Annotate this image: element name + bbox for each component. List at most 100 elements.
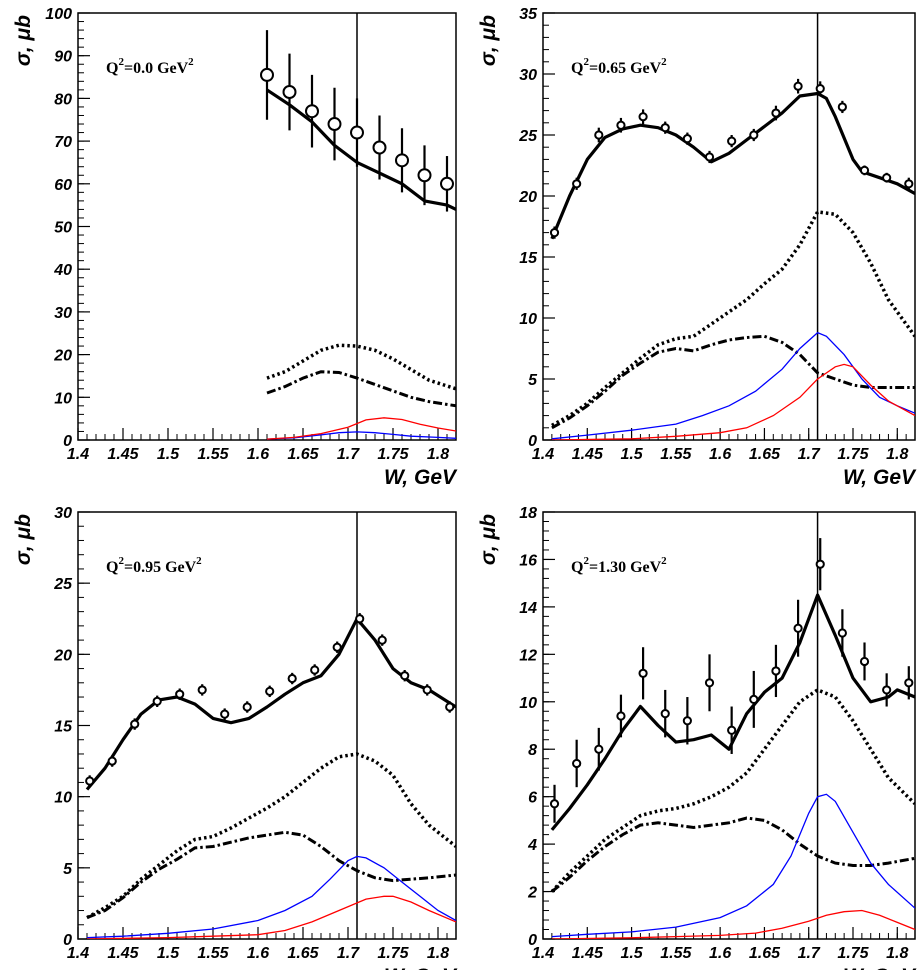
x-tick-label: 1.45 xyxy=(107,446,139,463)
x-tick-label: 1.8 xyxy=(886,446,908,463)
data-point xyxy=(771,108,781,118)
data-point xyxy=(793,623,803,633)
x-tick-label: 1.45 xyxy=(572,945,604,962)
x-tick-label: 1.45 xyxy=(107,945,139,962)
y-tick-label: 100 xyxy=(45,6,72,23)
data-point xyxy=(282,84,297,99)
x-tick-label: 1.4 xyxy=(532,945,554,962)
x-tick-label: 1.55 xyxy=(197,945,229,962)
panel-label-mid: =0.0 GeV xyxy=(124,60,189,77)
data-point xyxy=(815,84,825,94)
y-tick-label: 0 xyxy=(528,433,537,450)
data-point xyxy=(859,165,870,175)
x-tick-label: 1.6 xyxy=(247,446,269,463)
panel-label-sup: 2 xyxy=(583,555,589,567)
panel-bottom-left: 1.4 1.45 1.5 1.55 1.6 1.65 1.7 1.75 1.8 0 5 10 15 20 2… xyxy=(12,505,458,970)
series-dotted-line xyxy=(551,210,915,427)
y-tick-label: 18 xyxy=(519,505,537,522)
series-total-line xyxy=(550,91,915,240)
data-point xyxy=(377,635,387,645)
data-point xyxy=(549,228,560,238)
plot-frame xyxy=(542,511,916,940)
series-total-line xyxy=(266,88,456,211)
panel-top-left: 1.4 1.45 1.5 1.55 1.6 1.65 1.7 1.75 1.8 0 10 20 30 40… xyxy=(12,6,458,489)
x-tick-label: 1.5 xyxy=(620,446,643,463)
data-point xyxy=(197,685,207,695)
data-point xyxy=(660,709,670,719)
data-point xyxy=(572,758,582,769)
data-point xyxy=(350,125,364,140)
y-tick-label: 30 xyxy=(54,505,72,522)
data-point xyxy=(704,152,715,162)
panel-label-sup2: 2 xyxy=(661,56,667,68)
data-point xyxy=(616,711,626,721)
y-tick-label: 6 xyxy=(528,790,537,807)
y-axis-title: σ, μb xyxy=(12,15,35,66)
series-dotted-line xyxy=(550,687,915,893)
x-axis-title: W, GeV xyxy=(384,965,458,970)
panel-label: Q2=0.65 GeV2 xyxy=(571,56,667,77)
y-tick-label: 10 xyxy=(519,695,537,712)
panel-label-sup: 2 xyxy=(583,56,589,68)
y-tick-label: 12 xyxy=(519,647,537,664)
x-tick-label: 1.7 xyxy=(337,446,360,463)
x-tick-label: 1.8 xyxy=(886,945,908,962)
y-tick-label: 10 xyxy=(519,311,537,328)
panel-label-mid: =1.30 GeV xyxy=(589,559,662,576)
y-axis-title: σ, μb xyxy=(12,514,35,565)
data-point xyxy=(152,696,162,706)
data-point xyxy=(572,179,582,189)
panel-bottom-right: 1.4 1.45 1.5 1.55 1.6 1.65 1.7 1.75 1.8 0 2 4 6 8 10 12… xyxy=(477,505,917,970)
x-tick-label: 1.45 xyxy=(572,446,604,463)
series-blue-line xyxy=(86,855,456,939)
panel-label-sup2: 2 xyxy=(661,555,667,567)
y-tick-label: 50 xyxy=(54,220,72,237)
panel-label-mid: =0.65 GeV xyxy=(589,60,662,77)
y-tick-label: 15 xyxy=(519,250,538,267)
y-tick-label: 10 xyxy=(54,790,72,807)
series-red-line xyxy=(551,909,915,939)
x-tick-label: 1.65 xyxy=(749,945,781,962)
series-dotted-line xyxy=(86,752,456,920)
y-tick-label: 8 xyxy=(528,742,537,759)
y-tick-label: 16 xyxy=(519,552,537,569)
panel-label-base: Q xyxy=(106,60,118,77)
data-point xyxy=(445,702,455,712)
data-point xyxy=(310,665,320,675)
series-blue-line xyxy=(266,431,456,440)
y-tick-label: 70 xyxy=(54,134,72,151)
data-point xyxy=(327,117,342,132)
x-tick-label: 1.55 xyxy=(197,446,229,463)
data-point xyxy=(422,685,432,695)
series-red-line xyxy=(551,363,915,440)
panel-label: Q2=1.30 GeV2 xyxy=(571,555,667,576)
y-tick-label: 0 xyxy=(528,932,537,949)
x-tick-label: 1.6 xyxy=(709,945,731,962)
x-tick-label: 1.5 xyxy=(620,945,643,962)
x-tick-label: 1.65 xyxy=(749,446,781,463)
data-point xyxy=(704,678,715,688)
x-tick-label: 1.8 xyxy=(427,945,449,962)
y-tick-label: 5 xyxy=(528,372,538,389)
x-tick-label: 1.8 xyxy=(427,446,449,463)
x-tick-label: 1.6 xyxy=(247,945,269,962)
data-point xyxy=(815,559,825,569)
data-point xyxy=(85,776,95,786)
x-tick-label: 1.4 xyxy=(67,945,89,962)
y-tick-label: 80 xyxy=(54,91,72,108)
series-red-line xyxy=(266,417,456,440)
x-tick-label: 1.4 xyxy=(67,446,89,463)
data-point xyxy=(660,123,670,133)
y-tick-label: 14 xyxy=(519,600,537,617)
x-tick-label: 1.75 xyxy=(837,446,869,463)
series-dash-dot-line xyxy=(550,816,915,893)
x-axis-title: W, GeV xyxy=(384,466,458,489)
panel-label-mid: =0.95 GeV xyxy=(124,559,197,576)
data-point xyxy=(594,744,604,754)
x-tick-label: 1.55 xyxy=(660,446,692,463)
panel-label-base: Q xyxy=(106,559,118,576)
x-tick-label: 1.5 xyxy=(157,446,180,463)
data-point xyxy=(638,112,648,122)
data-point xyxy=(355,614,365,624)
y-tick-label: 30 xyxy=(519,67,537,84)
